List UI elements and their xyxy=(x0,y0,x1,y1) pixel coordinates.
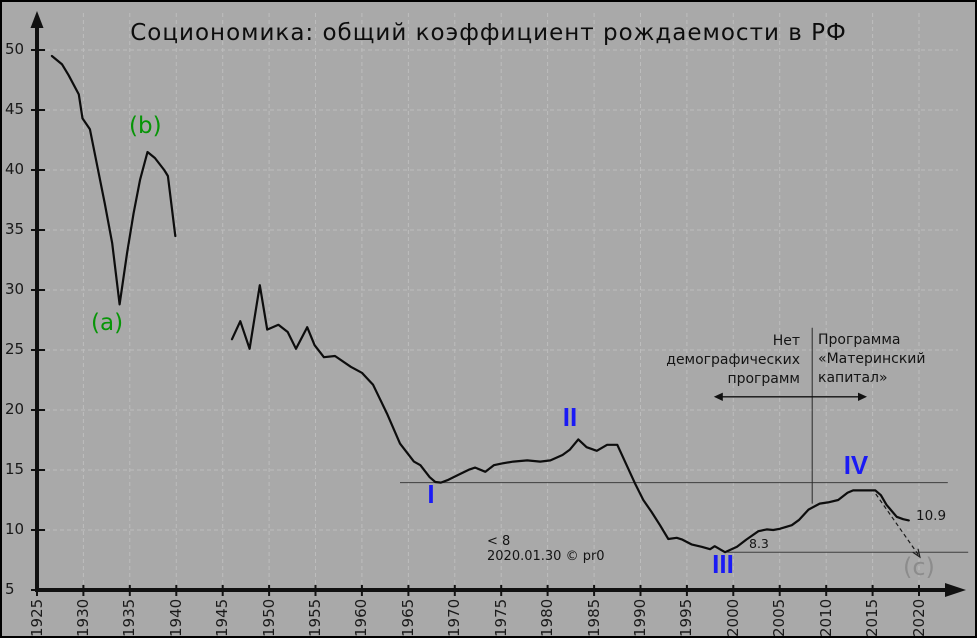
gridlines xyxy=(39,13,958,588)
forecast-c-label: (c) xyxy=(903,553,935,581)
y-axis-arrowhead xyxy=(30,11,44,28)
stage-label-a: (a) xyxy=(91,310,124,336)
tick-marks xyxy=(31,49,920,596)
maternity-line-2: «Материнский xyxy=(818,351,926,367)
axes xyxy=(30,11,966,597)
maternity-program-annotation: Программа «Материнский капитал» xyxy=(818,331,925,388)
no-programs-line-2: демографических xyxy=(666,352,800,368)
x-axis-arrowhead xyxy=(945,583,966,597)
maternity-line-1: Программа xyxy=(818,332,901,348)
wave-label-3: III xyxy=(712,549,734,579)
birth-rate-curve-segment-2 xyxy=(230,284,910,554)
maternity-line-3: капитал» xyxy=(818,370,888,386)
no-programs-annotation: Нет демографических программ xyxy=(666,332,800,389)
no-programs-line-3: программ xyxy=(727,371,800,387)
wave-label-2: II xyxy=(562,402,578,432)
low-level-value-label: 8.3 xyxy=(749,536,769,551)
program-span-arrow xyxy=(713,392,868,401)
wave-label-4: IV xyxy=(843,450,869,480)
end-value-label: 10.9 xyxy=(916,508,947,524)
forecast-arrow-head xyxy=(912,548,921,559)
chart-title: Социономика: общий коэффициент рождаемос… xyxy=(130,20,847,46)
no-programs-line-1: Нет xyxy=(772,333,800,349)
wave-label-1: I xyxy=(427,479,435,509)
stage-label-b: (b) xyxy=(129,113,162,139)
watermark-date-author: 2020.01.30 © pr0 xyxy=(487,549,605,564)
forecast-arrow-line xyxy=(875,493,921,558)
watermark: < 8 2020.01.30 © pr0 xyxy=(487,534,605,564)
watermark-threshold: < 8 xyxy=(487,534,511,549)
birth-rate-curve-segment-1 xyxy=(50,54,177,306)
